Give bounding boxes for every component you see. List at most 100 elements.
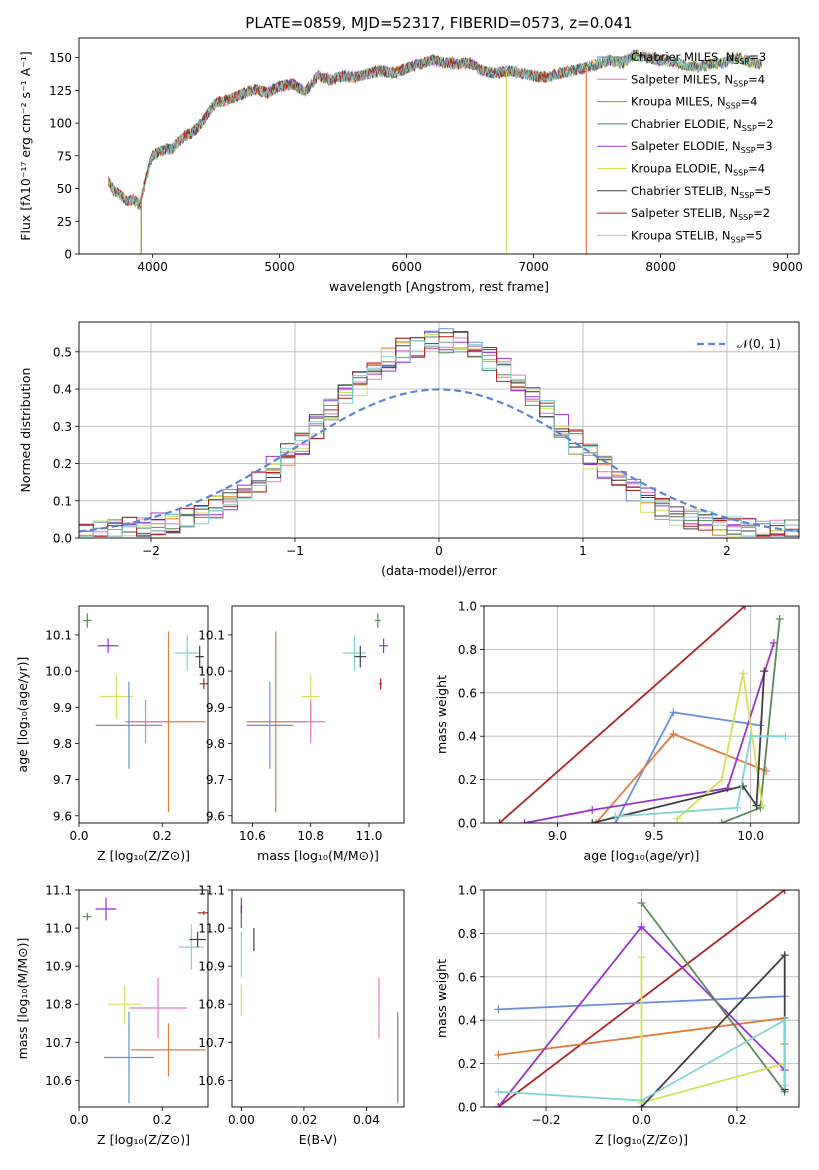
errorbar-point [131,1023,206,1077]
mass-weight-marker [756,803,765,812]
y-tick-label: 0.8 [458,927,477,941]
mass-weight-marker [637,922,646,931]
y-tick-label: 0.8 [458,643,477,657]
errorbar-point [374,613,381,628]
y-tick-label: 1.0 [458,600,477,614]
panel-age-vs-mass: 10.6 10.8 11.0 9.6 9.7 9.8 9.9 10.0 10.1 mass [lo… [198,605,405,863]
mass-weight-marker [740,606,749,610]
y-tick-label: 10.1 [45,628,72,642]
panel-massweight-vs-Z: −0.2 0.0 0.2 0.0 0.2 0.4 0.6 0.8 1.0 Z [log₁₀(Z/Z… [434,884,800,1147]
mass-weight-marker [781,732,790,741]
x-axis-label: wavelength [Angstrom, rest frame] [329,279,549,294]
y-tick-label: 0.4 [458,730,477,744]
mass-weight-line [498,1018,786,1102]
mass-weight-marker [780,951,789,960]
x-tick-label: 7000 [518,260,549,274]
mass-weight-marker [637,953,646,962]
y-tick-label: 0.4 [53,383,72,397]
y-tick-label: 11.0 [198,922,225,936]
y-tick-label: 9.6 [206,809,225,823]
chart-title: PLATE=0859, MJD=52317, FIBERID=0573, z=0… [245,14,632,32]
mass-weight-marker [775,615,784,624]
mass-weight-marker [637,899,646,908]
y-tick-label: 10.6 [198,1074,225,1088]
panel-histogram: −2 −1 0 1 2 0.0 0.1 0.2 0.3 0.4 0.5 (data-model)/er… [18,321,800,578]
x-tick-label: −1 [286,544,304,558]
mass-weight-marker [588,805,597,814]
y-tick-label: 9.8 [53,737,72,751]
x-tick-label: 2 [723,544,731,558]
y-tick-label: 9.8 [206,737,225,751]
x-tick-label: 0.2 [727,1113,746,1127]
y-tick-label: 0.0 [458,817,477,831]
y-tick-label: 50 [57,182,72,196]
y-tick-label: 11.1 [45,884,72,898]
plot-area [494,890,789,1107]
x-axis-label: mass [log₁₀(M/M⊙)] [257,848,379,863]
y-tick-label: 0.6 [458,970,477,984]
y-tick-label: 0 [64,248,72,262]
mass-weight-marker [752,801,761,810]
mass-weight-line [498,606,746,823]
mass-weight-line [640,902,786,1093]
axes-frame [78,321,800,539]
mass-weight-marker [780,1081,789,1090]
mass-weight-marker [673,814,682,823]
mass-weight-marker [494,1005,503,1014]
y-axis-label: Normed distribution [18,368,33,493]
y-tick-label: 0.3 [53,420,72,434]
mass-weight-line [591,671,766,823]
plot-area [83,897,208,1104]
errorbar-point [379,678,383,690]
y-tick-label: 75 [57,149,72,163]
axes-frame [78,605,209,824]
x-tick-label: 0.2 [153,1113,172,1127]
y-tick-label: 11.1 [198,884,225,898]
errorbar-point [83,613,92,628]
errorbar-point [296,700,326,744]
y-tick-label: 9.7 [53,773,72,787]
x-tick-label: 0.0 [69,829,88,843]
mass-weight-marker [637,1096,646,1105]
y-tick-label: 0.5 [53,345,72,359]
y-tick-label: 10.7 [198,1036,225,1050]
y-tick-label: 10.0 [45,665,72,679]
y-tick-label: 10.6 [45,1074,72,1088]
normal-curve [79,388,799,533]
mass-weight-marker [669,708,678,717]
x-tick-label: 11.0 [356,829,383,843]
plot-area [107,49,763,254]
y-tick-label: 1.0 [458,884,477,898]
mass-weight-marker [494,1087,503,1096]
mass-weight-marker [495,819,504,823]
x-tick-label: −2 [142,544,160,558]
mass-weight-marker [494,1050,503,1059]
y-tick-label: 150 [49,51,72,65]
legend-entry: Chabrier ELODIE, NSSP=2 [631,117,774,133]
histogram-step [79,331,799,537]
mass-weight-marker [588,819,597,823]
errorbar-point [95,681,163,769]
errorbar-point [178,924,204,970]
legend-entry: Salpeter ELODIE, NSSP=3 [631,139,773,155]
legend-entry: Salpeter MILES, NSSP=4 [631,72,765,88]
y-tick-label: 9.7 [206,773,225,787]
errorbar-point [124,700,167,744]
x-tick-label: 0.0 [69,1113,88,1127]
spectrum-series-line [107,49,763,208]
histogram-step [79,340,799,537]
spectrum-series-line [107,50,763,210]
axes-frame [231,605,405,824]
mass-weight-marker [520,819,529,823]
x-axis-label: Z [log₁₀(Z/Z⊙)] [97,848,190,863]
errorbar-point [174,634,200,672]
y-tick-label: 0.1 [53,494,72,508]
legend-entry: Chabrier MILES, NSSP=3 [631,50,766,66]
legend-entry: Kroupa MILES, NSSP=4 [631,95,757,111]
y-axis-label: mass [log₁₀(M/M⊙)] [15,938,30,1060]
errorbar-point [97,638,119,654]
y-tick-label: 10.1 [198,628,225,642]
legend-entry: Chabrier STELIB, NSSP=5 [631,184,771,200]
x-tick-label: 9.5 [645,829,664,843]
x-tick-label: −0.2 [531,1113,560,1127]
